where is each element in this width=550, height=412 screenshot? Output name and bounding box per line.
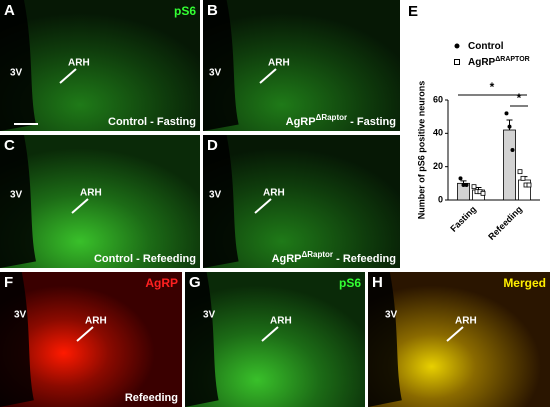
region-label: ARH (80, 188, 102, 199)
caption: Control - Refeeding (94, 253, 196, 265)
legend-name: AgRP (468, 57, 496, 68)
ventricle-label: 3V (14, 310, 27, 321)
legend-sup: ΔRAPTOR (495, 56, 529, 63)
region-label: ARH (268, 58, 290, 69)
legend-marker (454, 59, 460, 65)
data-point (510, 148, 515, 152)
caption: AgRPΔRaptor - Fasting (286, 113, 396, 128)
caption-sup: ΔRaptor (316, 113, 348, 122)
region-pointer (254, 198, 272, 214)
caption-rest: - Fasting (347, 116, 396, 128)
stain-label: pS6 (174, 4, 196, 18)
data-point (504, 111, 509, 116)
data-point (471, 184, 477, 190)
caption: Refeeding (125, 392, 178, 404)
y-axis-label: Number of pS6 positive neurons (416, 81, 426, 220)
caption-rest: - Refeeding (333, 253, 396, 265)
ventricle (185, 272, 219, 407)
panel-letter: G (189, 274, 201, 291)
caption: AgRPΔRaptor - Refeeding (272, 250, 396, 265)
data-point (464, 183, 469, 187)
ventricle (368, 272, 402, 407)
legend-label: AgRPΔRAPTOR (468, 56, 530, 68)
legend-label: Control (468, 41, 504, 52)
data-point (517, 169, 523, 175)
region-label: ARH (270, 316, 292, 327)
data-point (507, 124, 512, 129)
caption-text: Control - Refeeding (94, 253, 196, 265)
panel-letter: F (4, 274, 13, 291)
caption-text: AgRP (286, 116, 316, 128)
region-label: ARH (85, 316, 107, 327)
ventricle-label: 3V (385, 310, 398, 321)
bar (503, 129, 516, 201)
region-label: ARH (263, 188, 285, 199)
significance-label: * (490, 80, 495, 94)
stain-label: pS6 (339, 276, 361, 290)
panel-letter: H (372, 274, 383, 291)
region-label: ARH (455, 316, 477, 327)
ventricle-label: 3V (209, 68, 222, 79)
ventricle-label: 3V (10, 68, 23, 79)
caption-text: Control - Fasting (108, 116, 196, 128)
ventricle-label: 3V (10, 190, 23, 201)
region-pointer (71, 198, 89, 214)
region-pointer (76, 326, 94, 342)
error-bar (460, 180, 467, 184)
ventricle (203, 0, 239, 131)
ventricle-label: 3V (209, 190, 222, 201)
region-pointer (446, 326, 464, 342)
y-tick-label: 40 (433, 128, 443, 138)
stain-label: Merged (503, 276, 546, 290)
y-tick-label: 20 (433, 161, 443, 171)
x-tick-label: Refeeding (486, 204, 524, 242)
panel-letter: D (207, 137, 218, 154)
region-pointer (261, 326, 279, 342)
y-tick-label: 60 (433, 94, 443, 104)
panel-letter: C (4, 137, 15, 154)
ventricle (0, 272, 34, 407)
legend-name: Control (468, 41, 504, 52)
stain-label: AgRP (145, 276, 178, 290)
data-point (458, 176, 463, 181)
data-point (526, 182, 532, 188)
caption: Control - Fasting (108, 116, 196, 128)
panel-letter: A (4, 2, 15, 19)
ventricle (0, 135, 36, 268)
region-pointer (259, 68, 277, 84)
data-point (520, 175, 526, 181)
region-pointer (59, 68, 77, 84)
caption-text: AgRP (272, 253, 302, 265)
region-label: ARH (68, 58, 90, 69)
ventricle (0, 0, 36, 131)
legend-marker (454, 43, 460, 49)
x-tick-label: Fasting (448, 204, 478, 234)
panel-letter: E (408, 3, 418, 20)
data-point (480, 190, 486, 196)
caption-sup: ΔRaptor (302, 250, 334, 259)
data-point (461, 183, 466, 187)
ventricle-label: 3V (203, 310, 216, 321)
significance-label: * (517, 91, 522, 105)
y-tick-label: 0 (438, 194, 443, 204)
panel-letter: B (207, 2, 218, 19)
caption-text: Refeeding (125, 392, 178, 404)
ventricle (203, 135, 239, 268)
